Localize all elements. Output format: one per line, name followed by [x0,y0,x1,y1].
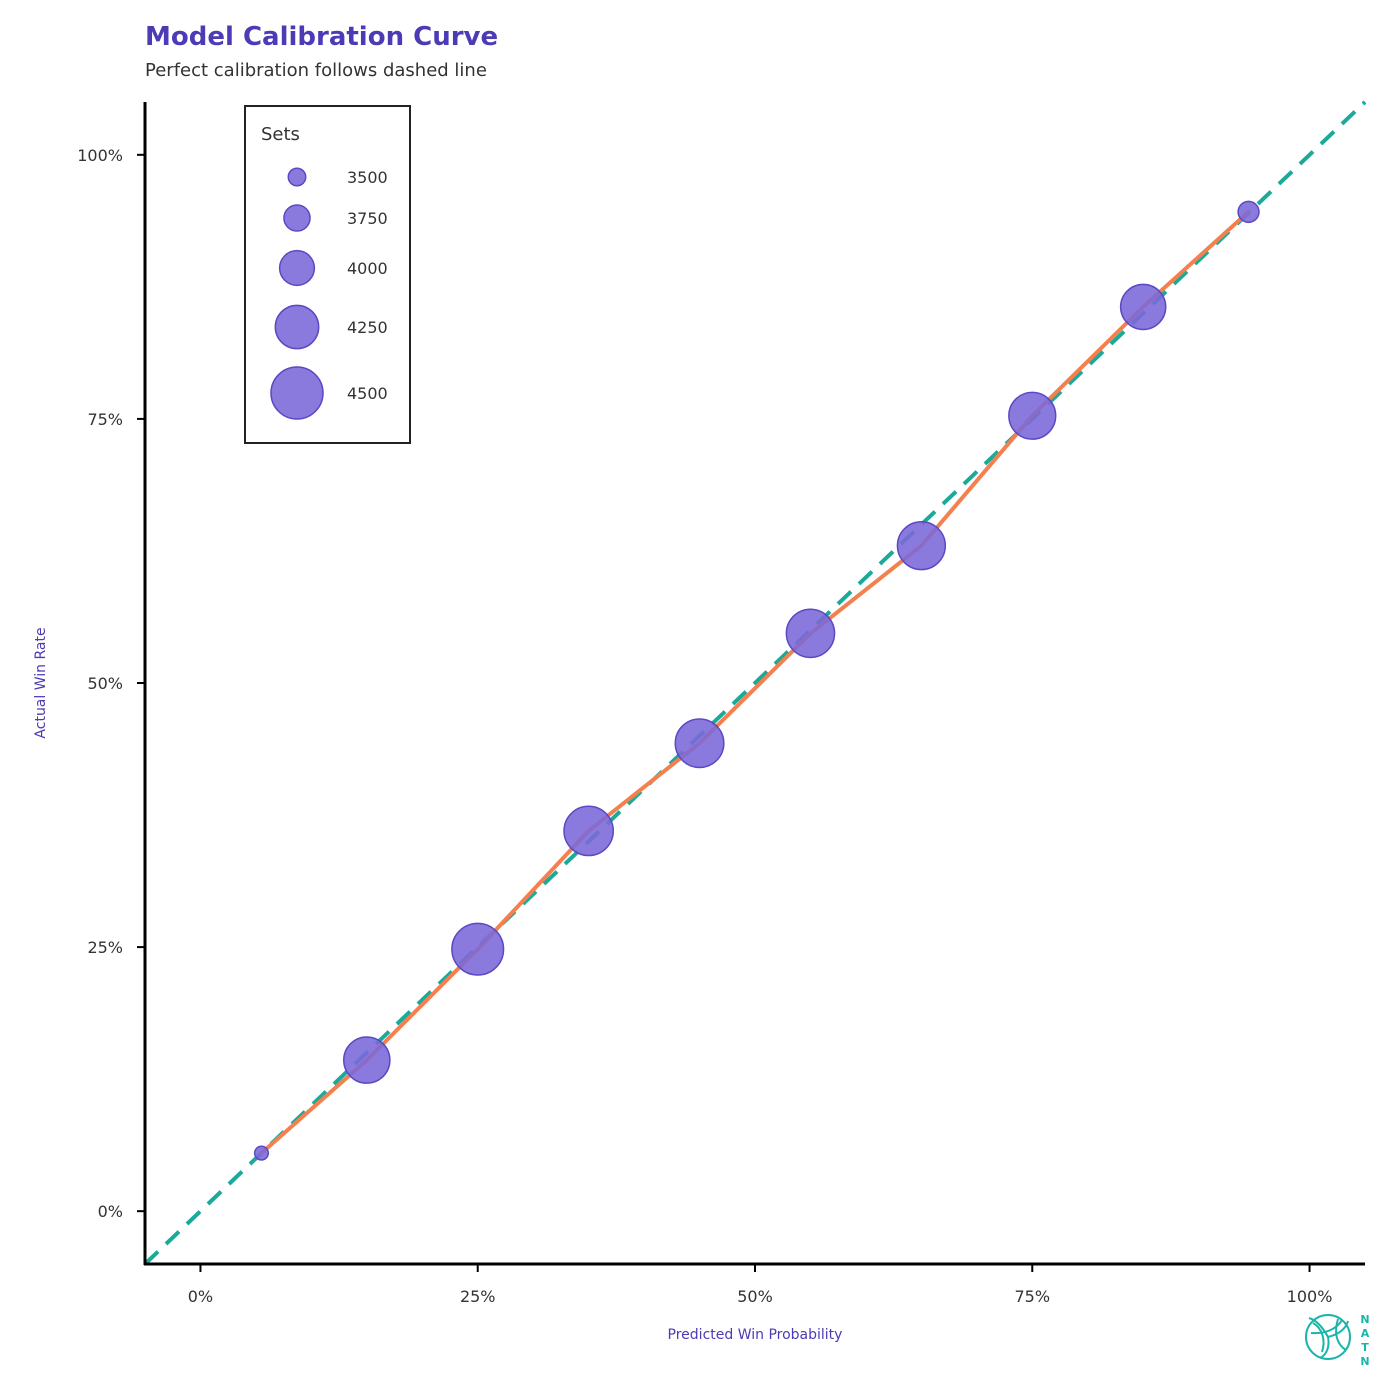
legend-label: 3750 [347,209,388,228]
x-tick-label: 75% [1014,1287,1050,1306]
y-tick-label: 75% [87,410,123,429]
y-tick-label: 100% [77,146,123,165]
calibration-line [259,209,1251,1156]
data-point [1119,283,1167,331]
legend-label: 4250 [347,318,388,337]
volleyball-icon [1305,1314,1351,1360]
legend-marker [283,204,311,232]
legend: Sets 3500 3750 4000 4250 4500 [244,105,411,444]
chart-title: Model Calibration Curve [145,22,498,52]
data-point [1237,200,1260,224]
data-point [343,1036,391,1084]
legend-label: 4500 [347,384,388,403]
x-tick-label: 0% [188,1287,213,1306]
x-axis-label: Predicted Win Probability [668,1327,843,1343]
logo-letter: A [1361,1327,1370,1340]
chart-subtitle: Perfect calibration follows dashed line [145,60,487,81]
x-tick-label: 25% [460,1287,496,1306]
data-point [451,922,505,976]
data-point [785,608,836,659]
logo-letter: N [1360,1355,1369,1368]
legend-title: Sets [261,124,300,145]
logo: N A T N [1305,1313,1370,1368]
legend-marker [287,167,307,187]
logo-letter: N [1360,1313,1369,1326]
logo-letter: T [1361,1341,1369,1354]
legend-marker [278,249,316,287]
y-tick-label: 25% [87,938,123,957]
x-tick-label: 100% [1287,1287,1333,1306]
legend-label: 3500 [347,168,388,187]
data-point [253,1145,270,1161]
y-axis-label: Actual Win Rate [33,627,49,738]
legend-marker [270,366,324,420]
data-point [563,805,615,857]
data-point [1008,391,1057,440]
plot-area: 0% 25% 50% 75% 100% 0% 25% 50% 75% 100% [77,100,1367,1306]
x-tick-label: 50% [737,1287,773,1306]
legend-label: 4000 [347,259,388,278]
data-point [674,718,725,769]
legend-marker [274,304,320,350]
y-tick-label: 50% [87,674,123,693]
y-tick-label: 0% [98,1202,123,1221]
data-point [896,520,947,571]
